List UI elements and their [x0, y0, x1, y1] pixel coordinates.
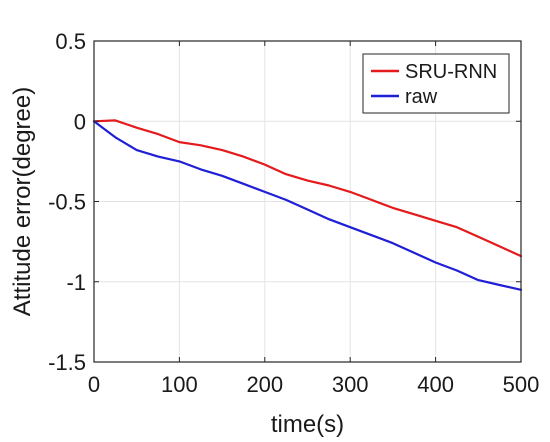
- y-tick-label: 0.5: [55, 29, 86, 54]
- legend-box: [362, 53, 510, 114]
- x-tick-label: 0: [88, 372, 100, 397]
- y-tick-label: -0.5: [48, 190, 86, 215]
- x-tick-label: 500: [503, 372, 540, 397]
- legend: SRU-RNN raw: [362, 53, 510, 114]
- legend-label-sru-rnn: SRU-RNN: [405, 61, 497, 83]
- x-tick-label: 100: [161, 372, 198, 397]
- x-tick-label: 300: [332, 372, 369, 397]
- y-axis-label: Attitude error(degree): [9, 87, 36, 316]
- x-tick-label: 200: [246, 372, 283, 397]
- y-tick-label: -1: [66, 270, 86, 295]
- legend-label-raw: raw: [405, 86, 438, 108]
- y-tick-label: -1.5: [48, 350, 86, 375]
- x-tick-label: 400: [417, 372, 454, 397]
- series-line-sru-rnn: [92, 119, 523, 258]
- axis-ticks: 0 100 200 300 400 500 0.5 0 -0.5 -1 -1.5: [48, 29, 539, 397]
- series-lines: [92, 119, 523, 291]
- y-tick-label: 0: [74, 109, 86, 134]
- series-line-raw: [92, 120, 523, 291]
- x-axis-label: time(s): [271, 411, 344, 438]
